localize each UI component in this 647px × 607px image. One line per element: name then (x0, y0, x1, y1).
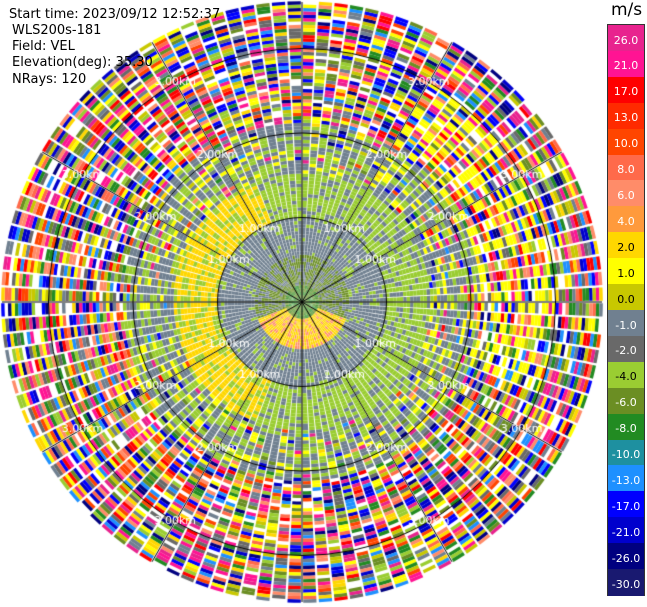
colorbar-segment (608, 465, 644, 493)
colorbar-tick-label: -17.0 (611, 499, 641, 513)
start-time-label: Start time: 2023/09/12 12:52:37 (9, 7, 221, 22)
colorbar-tick-label: -2.0 (615, 344, 637, 358)
field-label: Field: VEL (12, 39, 75, 54)
colorbar-tick-label: -26.0 (611, 551, 641, 565)
colorbar-segment (608, 543, 644, 571)
colorbar-segment (608, 25, 644, 52)
colorbar-segment (608, 180, 644, 208)
colorbar-tick-label: 1.0 (617, 266, 635, 280)
colorbar-segment (608, 491, 644, 519)
elevation-label: Elevation(deg): 35.30 (12, 55, 153, 70)
instrument-label: WLS200s-181 (12, 23, 102, 38)
colorbar-tick-label: -6.0 (615, 396, 637, 410)
colorbar-tick-label: -1.0 (615, 318, 637, 332)
colorbar-tick-label: 26.0 (613, 33, 639, 47)
colorbar-segment (608, 387, 644, 415)
colorbar-segment (608, 232, 644, 260)
colorbar-segment (608, 102, 644, 130)
colorbar-segment (608, 206, 644, 234)
colorbar-segment (608, 154, 644, 182)
colorbar-tick-label: -13.0 (611, 474, 641, 487)
colorbar-tick-label: 6.0 (617, 189, 635, 202)
colorbar-tick-label: 13.0 (613, 111, 639, 125)
colorbar-segment (608, 413, 644, 441)
colorbar-tick-label: 8.0 (617, 163, 635, 177)
colorbar-units: m/s (611, 0, 643, 20)
colorbar: 26.0 21.0 17.0 13.0 10.0 8.0 6.0 4.0 2.0 1.0 0.0 -1… (607, 24, 645, 596)
colorbar-tick-label: 4.0 (617, 214, 635, 228)
colorbar-segment (608, 517, 644, 545)
colorbar-segment (608, 76, 644, 104)
colorbar-tick-label: -10.0 (611, 448, 641, 462)
colorbar-segment (608, 284, 644, 311)
colorbar-tick-label: 0.0 (617, 292, 635, 306)
colorbar-segment (608, 128, 644, 156)
colorbar-tick-label: 2.0 (617, 240, 635, 254)
colorbar-segment (608, 361, 644, 389)
colorbar-tick-label: -4.0 (615, 370, 637, 384)
colorbar-segment (608, 569, 644, 596)
colorbar-segment (608, 439, 644, 467)
colorbar-tick-label: 21.0 (613, 59, 639, 73)
colorbar-tick-label: 10.0 (613, 137, 639, 151)
nrays-label: NRays: 120 (12, 72, 87, 87)
colorbar-tick-label: 17.0 (613, 85, 639, 99)
colorbar-segment (608, 50, 644, 78)
colorbar-segment (608, 258, 644, 286)
colorbar-segment (608, 335, 644, 363)
colorbar-tick-label: -30.0 (611, 577, 641, 591)
colorbar-tick-label: -21.0 (611, 525, 641, 539)
colorbar-segment (608, 310, 644, 337)
colorbar-tick-label: -8.0 (615, 422, 637, 436)
